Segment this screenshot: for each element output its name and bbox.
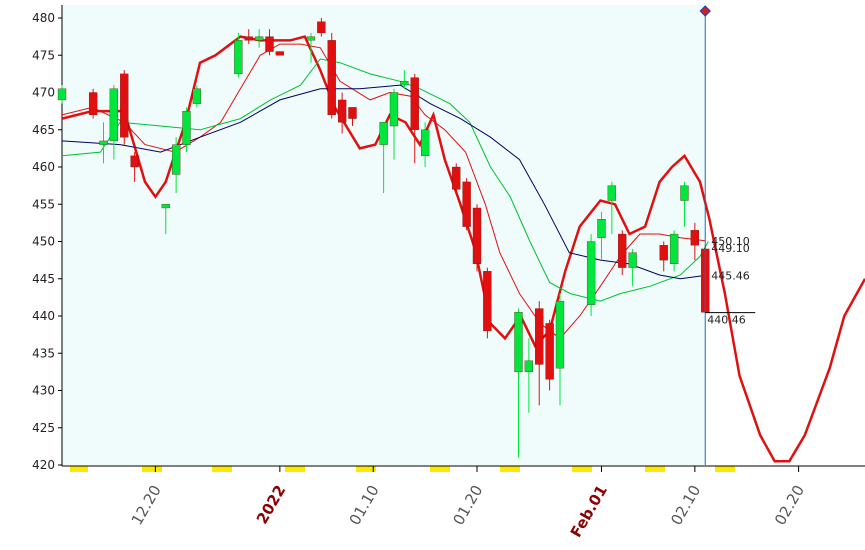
annotation-label: 449.10 <box>711 242 750 255</box>
candle-body <box>120 73 129 138</box>
candle-body <box>348 107 357 119</box>
x-tick-label: 01.10 <box>346 482 383 528</box>
candle-body <box>410 77 419 130</box>
x-tick-label: 01.20 <box>449 482 486 528</box>
cursor-marker <box>699 5 711 17</box>
x-tick-label: 02.10 <box>667 482 704 528</box>
candle-body <box>400 81 409 86</box>
candle-body <box>109 88 119 142</box>
annotation-label: 445.46 <box>711 269 750 282</box>
candle-body <box>555 300 565 369</box>
candle-body <box>306 36 316 41</box>
candle-body <box>483 271 492 332</box>
candle-body <box>275 51 285 56</box>
candle-body <box>628 252 637 268</box>
weekend-markers <box>70 466 735 472</box>
candle-body <box>192 88 202 104</box>
y-tick-label: 450 <box>32 235 55 249</box>
y-tick-label: 435 <box>32 346 55 360</box>
candle-body <box>690 230 700 246</box>
candle-body <box>659 245 668 261</box>
candle-body <box>130 155 139 168</box>
candle-body <box>57 88 67 101</box>
indicator-line <box>61 58 709 302</box>
y-tick-label: 430 <box>32 384 55 398</box>
candle-body <box>680 185 689 201</box>
y-tick-label: 465 <box>32 123 55 137</box>
candle-body <box>244 36 253 41</box>
candle-body <box>327 40 336 115</box>
candle-body <box>669 233 679 265</box>
candle-body <box>317 21 326 34</box>
x-tick-label: 12.20 <box>128 482 165 528</box>
y-tick-label: 475 <box>32 48 55 62</box>
candle-body <box>389 92 399 127</box>
candle-body <box>88 92 98 116</box>
candle-body <box>99 140 108 145</box>
candle-body <box>618 233 627 268</box>
candle-body <box>472 207 482 265</box>
candle-body <box>586 241 596 305</box>
candle-body <box>265 36 274 52</box>
y-tick-label: 420 <box>32 458 55 472</box>
y-tick-label: 460 <box>32 160 55 174</box>
y-tick-label: 470 <box>32 86 55 100</box>
x-tick-label: 2022 <box>253 482 289 527</box>
candle-body <box>420 129 430 156</box>
candle-body <box>462 181 471 227</box>
candle-body <box>254 36 264 41</box>
annotation-label: 440.46 <box>707 314 746 327</box>
candle-body <box>161 204 170 209</box>
candle-body <box>514 312 523 373</box>
candle-body <box>379 122 388 145</box>
candle-body <box>545 323 554 380</box>
candle-body <box>171 144 181 175</box>
candle-body <box>597 218 606 238</box>
plot-background <box>62 5 706 465</box>
y-tick-label: 425 <box>32 421 55 435</box>
candle-body <box>535 308 544 365</box>
y-tick-label: 455 <box>32 197 55 211</box>
candle-body <box>182 110 191 145</box>
candle-body <box>452 166 461 190</box>
y-tick-label: 440 <box>32 309 55 323</box>
candle-body <box>524 360 534 373</box>
candle-body <box>607 185 617 201</box>
y-tick-label: 445 <box>32 272 55 286</box>
x-tick-label: 02.20 <box>771 482 808 528</box>
annotation-label: 450.10 <box>711 235 750 248</box>
candle-body <box>337 99 347 123</box>
y-tick-label: 480 <box>32 11 55 25</box>
x-tick-label: Feb.01 <box>567 482 611 540</box>
candle-body <box>234 40 243 75</box>
